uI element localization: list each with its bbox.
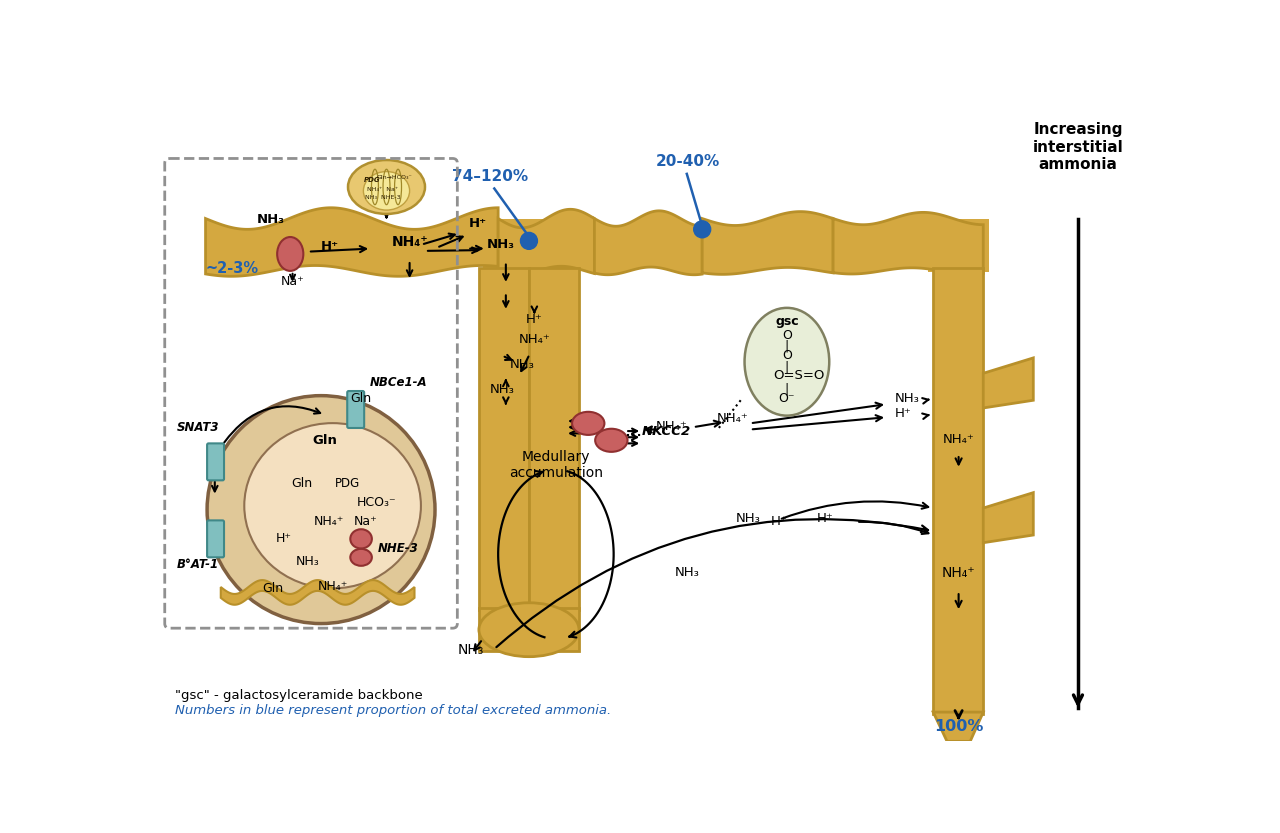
Polygon shape (498, 209, 594, 276)
Text: NH₄⁺: NH₄⁺ (655, 420, 687, 432)
Text: PDG: PDG (365, 177, 381, 183)
Text: NH₃: NH₃ (257, 213, 285, 227)
Ellipse shape (207, 396, 435, 624)
Text: H⁺: H⁺ (817, 512, 833, 525)
Text: NH₄⁺: NH₄⁺ (518, 332, 550, 346)
Ellipse shape (244, 423, 421, 588)
Bar (479, 268, 529, 611)
Text: HCO₃⁻: HCO₃⁻ (357, 496, 397, 509)
Bar (479, 608, 579, 651)
Text: NH₃: NH₃ (675, 566, 699, 579)
Ellipse shape (278, 237, 303, 271)
Polygon shape (594, 211, 703, 275)
Text: H⁺: H⁺ (468, 217, 486, 230)
FancyBboxPatch shape (347, 391, 365, 428)
Text: Gln→HCO₃⁻: Gln→HCO₃⁻ (376, 175, 412, 180)
Polygon shape (206, 207, 498, 277)
Text: Na⁺: Na⁺ (280, 275, 305, 287)
Text: Gln: Gln (351, 392, 371, 405)
Text: |: | (785, 382, 788, 396)
Text: NH₃  NHE-3: NH₃ NHE-3 (365, 195, 401, 200)
Text: PDG: PDG (335, 476, 360, 490)
Text: Na⁺: Na⁺ (353, 515, 378, 528)
Ellipse shape (348, 160, 425, 214)
Bar (483, 219, 581, 269)
Polygon shape (703, 212, 833, 274)
Text: NHE-3: NHE-3 (378, 542, 419, 555)
Bar (483, 219, 532, 279)
Text: NH₃: NH₃ (895, 392, 919, 405)
FancyBboxPatch shape (207, 521, 224, 557)
Text: Gln: Gln (312, 434, 338, 447)
Text: H⁺: H⁺ (321, 240, 339, 253)
Text: Medullary
accumulation: Medullary accumulation (509, 450, 603, 481)
Text: 74–120%: 74–120% (452, 169, 529, 184)
Polygon shape (983, 492, 1033, 543)
Polygon shape (833, 212, 983, 274)
Ellipse shape (521, 232, 538, 249)
Ellipse shape (572, 412, 604, 435)
Ellipse shape (479, 603, 579, 656)
Text: H⁺: H⁺ (895, 407, 911, 420)
Text: NBCe1-A: NBCe1-A (370, 377, 428, 389)
Bar (928, 219, 989, 272)
Text: NKCC2: NKCC2 (643, 425, 691, 438)
Text: NH₃: NH₃ (486, 237, 515, 251)
Text: NH₄⁺  Na⁺: NH₄⁺ Na⁺ (367, 187, 398, 192)
Text: 100%: 100% (934, 720, 983, 735)
Text: NH₄⁺: NH₄⁺ (942, 566, 975, 581)
Polygon shape (983, 358, 1033, 408)
Text: NH₄⁺: NH₄⁺ (317, 581, 348, 593)
Text: H⁺: H⁺ (276, 532, 292, 545)
Text: NH₄⁺: NH₄⁺ (943, 432, 974, 446)
Text: NH₄⁺: NH₄⁺ (717, 412, 749, 425)
Text: ~2-3%: ~2-3% (206, 262, 259, 277)
Text: B°AT-1: B°AT-1 (177, 558, 219, 571)
Ellipse shape (364, 172, 410, 210)
Text: O: O (782, 329, 792, 342)
Text: NH₃: NH₃ (509, 358, 535, 371)
Text: O⁻: O⁻ (778, 392, 795, 405)
Bar (529, 268, 579, 611)
Text: 20-40%: 20-40% (657, 154, 721, 169)
Text: gsc: gsc (776, 315, 799, 328)
Polygon shape (933, 712, 983, 741)
Text: NH₃: NH₃ (736, 512, 760, 525)
Text: |: | (785, 360, 788, 373)
Ellipse shape (745, 308, 829, 416)
Text: NH₃: NH₃ (296, 555, 319, 568)
Text: H⁺: H⁺ (526, 313, 543, 327)
Ellipse shape (351, 549, 372, 566)
Text: H⁺: H⁺ (771, 515, 787, 528)
Ellipse shape (351, 529, 372, 548)
Text: Gln: Gln (292, 476, 312, 490)
Polygon shape (220, 580, 415, 605)
FancyBboxPatch shape (207, 443, 224, 481)
Ellipse shape (595, 429, 627, 451)
Text: Numbers in blue represent proportion of total excreted ammonia.: Numbers in blue represent proportion of … (175, 705, 611, 717)
Text: "gsc" - galactosylceramide backbone: "gsc" - galactosylceramide backbone (175, 689, 422, 702)
Text: |: | (785, 339, 788, 352)
Ellipse shape (694, 221, 710, 237)
Text: NH₃: NH₃ (458, 643, 484, 657)
Text: NH₄⁺: NH₄⁺ (314, 515, 344, 528)
Text: NH₃: NH₃ (489, 382, 515, 396)
Text: NH₄⁺: NH₄⁺ (392, 235, 428, 249)
Text: Gln: Gln (262, 582, 284, 595)
Text: O: O (782, 350, 792, 362)
Text: SNAT3: SNAT3 (177, 421, 219, 434)
Text: O=S=O: O=S=O (773, 369, 824, 382)
Bar (933, 268, 983, 715)
Text: Increasing
interstitial
ammonia: Increasing interstitial ammonia (1033, 122, 1124, 172)
